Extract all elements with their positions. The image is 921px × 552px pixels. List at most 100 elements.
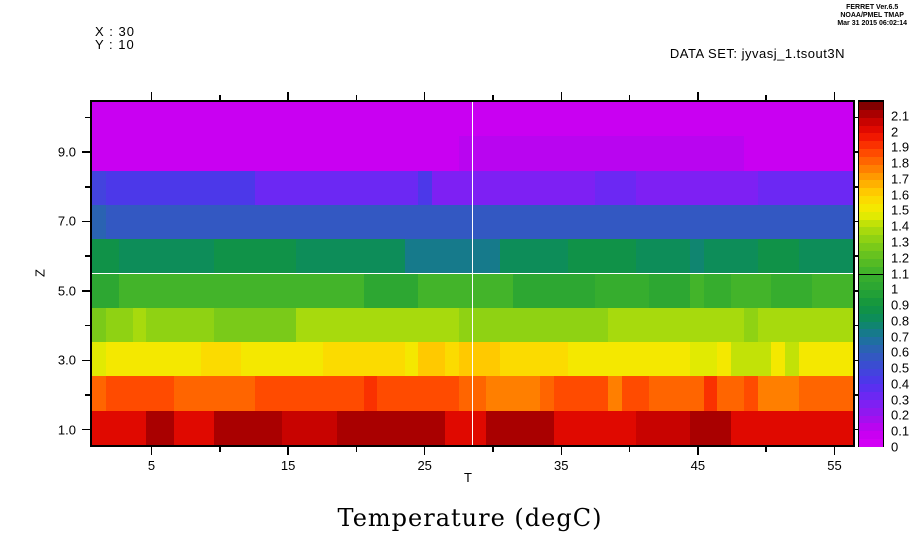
heatmap-cell [798, 102, 813, 137]
heatmap-cell [323, 239, 337, 274]
heatmap-cell [336, 136, 351, 171]
heatmap-cell [282, 273, 296, 308]
y-tick-label: 5.0 [57, 283, 76, 299]
colorbar-cell [859, 140, 883, 150]
colorbar-cell [859, 108, 883, 118]
heatmap-cell [662, 410, 677, 445]
heatmap-cell [92, 170, 106, 205]
x-tick-label: 25 [417, 458, 432, 473]
heatmap-cell [295, 307, 310, 343]
heatmap-cell [717, 204, 731, 240]
heatmap-cell [567, 273, 582, 308]
heatmap-cell [649, 136, 663, 171]
heatmap-cell [703, 342, 718, 377]
heatmap-cell [744, 170, 758, 205]
axis-tick [560, 447, 563, 455]
heatmap-cell [812, 136, 826, 171]
heatmap-cell [132, 136, 147, 171]
colorbar-cell [859, 320, 883, 330]
heatmap-cell [119, 102, 133, 137]
heatmap-cell [336, 102, 351, 137]
heatmap-cell [377, 273, 391, 308]
heatmap-cell [513, 273, 527, 308]
heatmap-cell [771, 307, 786, 343]
heatmap-cell [159, 410, 174, 445]
colorbar-tick-label: 0.8 [891, 313, 910, 329]
heatmap-cell [825, 342, 840, 377]
colorbar-cell [859, 163, 883, 173]
heatmap-cell [785, 239, 799, 274]
colorbar-cell [859, 202, 883, 212]
heatmap-cell [649, 170, 663, 205]
heatmap-cell [608, 342, 622, 377]
heatmap-cell [635, 307, 650, 343]
heatmap-cell [486, 342, 500, 377]
heatmap-cell [635, 204, 650, 240]
heatmap-cell [363, 376, 378, 411]
heatmap-cell [255, 102, 269, 137]
axis-tick [219, 447, 221, 452]
heatmap-cell [730, 102, 745, 137]
plot-title: Temperature (degC) [337, 504, 603, 532]
heatmap-cell [323, 376, 337, 411]
heatmap-cell [649, 410, 663, 445]
heatmap-cell [309, 376, 323, 411]
heatmap-cell [676, 342, 690, 377]
heatmap-cell [350, 342, 364, 377]
axis-tick [423, 447, 426, 455]
heatmap-cell [431, 170, 446, 205]
heatmap-cell [350, 410, 364, 445]
heatmap-cell [92, 102, 106, 137]
heatmap-cell [499, 170, 514, 205]
heatmap-cell [825, 273, 840, 308]
colorbar-cell [859, 297, 883, 306]
heatmap-cell [825, 239, 840, 274]
heatmap-cell [227, 376, 242, 411]
heatmap-cell [839, 342, 853, 377]
x-tick-label: 5 [147, 458, 156, 473]
heatmap-cell [92, 239, 106, 274]
heatmap-cell [418, 307, 432, 343]
heatmap-cell [390, 273, 405, 308]
heatmap-cell [227, 410, 242, 445]
y-axis-title: Z [32, 269, 48, 277]
heatmap-cell [703, 376, 718, 411]
colorbar-cell [859, 249, 883, 259]
heatmap-cell [458, 376, 473, 411]
heatmap-cell [798, 410, 813, 445]
heatmap-cell [581, 307, 595, 343]
heatmap-cell [757, 376, 772, 411]
heatmap-cell [812, 102, 826, 137]
heatmap-cell [105, 136, 120, 171]
axis-tick [855, 186, 860, 188]
heatmap-cell [689, 410, 704, 445]
heatmap-cell [594, 273, 609, 308]
axis-tick [765, 95, 767, 100]
heatmap-cell [350, 170, 364, 205]
axis-tick [85, 186, 90, 188]
colorbar-cell [859, 351, 883, 361]
heatmap-cell [825, 307, 840, 343]
heatmap-cell [757, 136, 772, 171]
heatmap-cell [377, 170, 391, 205]
heatmap-cell [594, 410, 609, 445]
heatmap-cell [336, 170, 351, 205]
heatmap-cell [268, 376, 283, 411]
heatmap-cell [458, 410, 473, 445]
heatmap-cell [458, 136, 473, 171]
axis-tick [697, 92, 699, 100]
heatmap-cell [200, 307, 215, 343]
heatmap-cell [771, 170, 786, 205]
colorbar-cell [859, 155, 883, 165]
heatmap-cell [146, 136, 160, 171]
heatmap-cell [227, 204, 242, 240]
heatmap-cell [132, 204, 147, 240]
heatmap-cell [309, 136, 323, 171]
heatmap-cell [649, 273, 663, 308]
heatmap-cell [119, 239, 133, 274]
heatmap-cell [594, 170, 609, 205]
heatmap-cell [486, 376, 500, 411]
colorbar-tick-label: 1.3 [891, 234, 910, 250]
heatmap-cell [431, 102, 446, 137]
